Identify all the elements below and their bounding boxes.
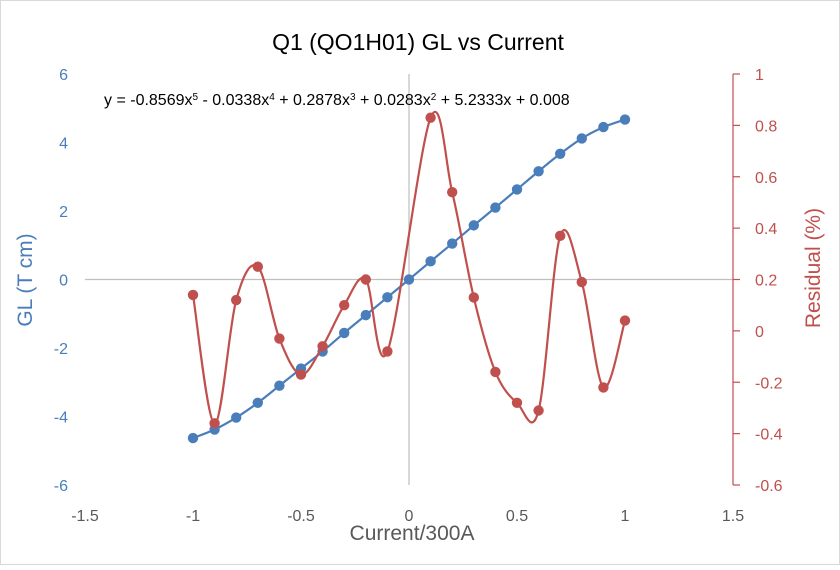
residual-data-point [317, 341, 328, 352]
equation-part-4: + 0.0283x [356, 92, 431, 109]
residual-data-point [468, 292, 479, 303]
y-tick-label: 4 [59, 136, 68, 153]
y-axis-label: GL (T cm) [14, 233, 37, 326]
y2-tick-label: -0.6 [755, 478, 783, 495]
y-tick-label: -4 [54, 410, 68, 427]
gl-data-point [403, 274, 415, 285]
equation-part-3: + 0.2878x [275, 92, 350, 109]
gl-data-point [447, 238, 458, 249]
residual-data-point [252, 261, 263, 272]
gl-data-point [619, 114, 631, 125]
y2-tick-label: -0.4 [755, 427, 783, 444]
y2-tick-label: 0.6 [755, 170, 777, 187]
gl-data-point [231, 412, 242, 423]
series-layer [187, 110, 631, 444]
residual-data-point [382, 346, 393, 357]
y2-tick-label: 0.2 [755, 273, 777, 290]
gl-data-point [511, 184, 523, 195]
y-tick-label: 6 [59, 67, 68, 84]
y2-tick-label: 0.4 [755, 221, 777, 238]
chart-title: Q1 (QO1H01) GL vs Current [272, 29, 564, 55]
residual-data-point [555, 230, 566, 242]
residual-data-point [209, 418, 220, 429]
y-tick-label: 2 [59, 204, 68, 221]
gl-data-point [468, 220, 479, 231]
residual-data-point [231, 294, 242, 306]
gl-data-point [339, 327, 350, 339]
y2-tick-label: 0 [755, 324, 764, 341]
residual-data-point [295, 369, 307, 380]
y2-tick-label: 0.8 [755, 118, 777, 135]
equation-part-2: - 0.0338x [198, 92, 269, 109]
x-tick-label: 1.5 [722, 508, 744, 525]
x-tick-label: 0 [405, 508, 414, 525]
residual-data-point [425, 112, 436, 123]
x-tick-label: 0.5 [506, 508, 528, 525]
gl-data-point [425, 256, 436, 267]
ticks-layer: -1.5 -1 -0.5 0 0.5 1 1.5 -6 -4 -2 0 2 4 6 -0.6 -0.4 -0.2… [54, 67, 783, 525]
residual-data-point [447, 186, 458, 198]
equation-exp-4: 4 [269, 92, 275, 103]
y-tick-label: -2 [54, 341, 68, 358]
x-tick-label: -1.5 [71, 508, 99, 525]
trendline-equation: y = -0.8569x5 - 0.0338x4 + 0.2878x3 + 0.… [104, 92, 570, 110]
gl-data-point [252, 397, 263, 408]
residual-data-point [187, 289, 199, 301]
residual-data-point [274, 333, 285, 344]
residual-data-point [490, 366, 501, 378]
x-tick-label: -0.5 [287, 508, 315, 525]
equation-part-1: y = -0.8569x [104, 92, 193, 109]
gl-data-point [490, 202, 501, 213]
residual-data-point [339, 299, 350, 311]
residual-data-point [598, 382, 609, 393]
y-tick-label: -6 [54, 478, 68, 495]
equation-exp-5: 5 [193, 92, 199, 103]
x-tick-label: -1 [186, 508, 200, 525]
gl-data-point [598, 121, 609, 133]
x-tick-label: 1 [621, 508, 630, 525]
gl-data-point [360, 309, 371, 321]
gl-data-point [382, 292, 393, 303]
y2-tick-label: -0.2 [755, 375, 783, 392]
residual-data-point [360, 274, 371, 285]
gl-data-point [576, 133, 587, 144]
y-tick-label: 0 [59, 273, 68, 290]
equation-exp-3: 3 [350, 92, 356, 103]
gl-data-point [555, 148, 566, 160]
gl-data-point [274, 380, 285, 391]
residual-data-point [533, 405, 544, 416]
gl-data-point [187, 432, 199, 444]
residual-data-point [576, 276, 587, 288]
equation-part-5: + 5.2333x + 0.008 [436, 92, 570, 109]
y2-axis-label: Residual (%) [802, 208, 825, 328]
residual-data-point [511, 397, 523, 408]
gl-data-point [533, 166, 544, 177]
y2-tick-label: 1 [755, 67, 764, 84]
residual-data-point [619, 315, 631, 326]
x-axis-label: Current/300A [350, 522, 475, 545]
equation-exp-2: 2 [431, 92, 437, 103]
